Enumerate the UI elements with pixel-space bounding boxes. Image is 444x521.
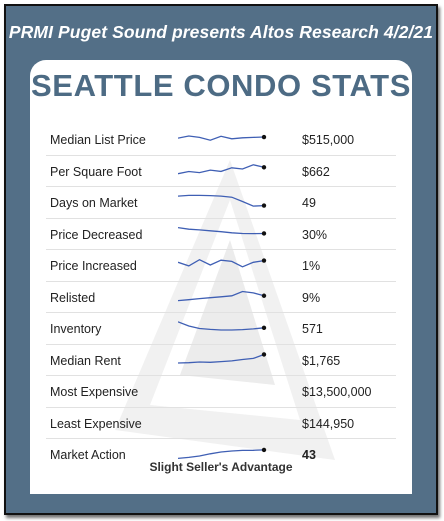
stats-list: Median List Price $515,000 Per Square Foot… xyxy=(46,124,396,470)
stat-label: Price Decreased xyxy=(50,227,143,242)
sparkline-end-dot xyxy=(261,447,267,453)
sparkline-path xyxy=(178,353,265,364)
sparkline-end-dot xyxy=(261,351,267,357)
stat-row: Days on Market 49 xyxy=(46,187,396,219)
trend-sparkline xyxy=(178,351,267,364)
sparkline-end-dot xyxy=(261,230,267,236)
stat-value: $515,000 xyxy=(302,133,355,147)
stat-row: Market Action 43 xyxy=(46,439,396,470)
trend-sparkline xyxy=(178,447,267,460)
stat-value: 49 xyxy=(302,196,316,210)
header-text: PRMI Puget Sound presents Altos Research… xyxy=(8,22,434,42)
trend-sparkline xyxy=(178,258,267,268)
stat-value: $13,500,000 xyxy=(302,385,372,399)
stat-value: $1,765 xyxy=(302,353,341,368)
stat-label: Least Expensive xyxy=(50,416,142,431)
sparkline-path xyxy=(178,226,265,234)
stat-value: 571 xyxy=(302,322,323,336)
card-title: SEATTLE CONDO STATS xyxy=(31,68,411,103)
infographic-frame: PRMI Puget Sound presents Altos Research… xyxy=(4,4,438,515)
stat-label: Market Action xyxy=(50,448,126,462)
stat-value: 1% xyxy=(302,259,321,273)
trend-sparkline xyxy=(178,226,267,236)
sparkline-path xyxy=(178,290,265,301)
stat-value: 9% xyxy=(302,290,321,305)
sparkline-end-dot xyxy=(261,164,267,169)
stat-row: Relisted 9% xyxy=(46,282,396,313)
stat-label: Relisted xyxy=(50,290,96,305)
trend-sparkline xyxy=(178,194,267,208)
stat-label: Days on Market xyxy=(50,196,138,210)
stat-label: Most Expensive xyxy=(50,385,139,399)
stat-label: Median Rent xyxy=(50,353,121,368)
stat-row: Median Rent $1,765 xyxy=(46,345,396,376)
sparkline-path xyxy=(178,163,265,174)
stat-value: $144,950 xyxy=(302,416,355,431)
stat-label: Median List Price xyxy=(50,133,146,147)
sparkline-end-dot xyxy=(261,325,267,331)
stat-row: Median List Price $515,000 xyxy=(46,124,396,156)
market-action-description: Slight Seller's Advantage xyxy=(149,460,293,474)
stat-row: Per Square Foot $662 xyxy=(46,156,396,187)
stat-value: $662 xyxy=(302,164,330,179)
stat-row: Price Increased 1% xyxy=(46,250,396,282)
stat-row: Price Decreased 30% xyxy=(46,219,396,250)
sparkline-path xyxy=(178,321,265,331)
sparkline-path xyxy=(178,194,265,207)
sparkline-end-dot xyxy=(261,134,267,140)
trend-sparkline xyxy=(178,163,267,174)
stat-label: Inventory xyxy=(50,322,102,336)
stat-row: Inventory 571 xyxy=(46,313,396,345)
stat-label: Price Increased xyxy=(50,259,137,273)
stat-value: 30% xyxy=(302,227,328,242)
trend-sparkline xyxy=(178,290,267,301)
sparkline-end-dot xyxy=(261,293,267,298)
trend-sparkline xyxy=(178,134,267,141)
stats-card: SEATTLE CONDO STATS Median List Price $51… xyxy=(30,60,412,494)
sparkline-path xyxy=(178,135,265,141)
sparkline-path xyxy=(178,258,265,268)
trend-sparkline xyxy=(178,321,267,331)
sparkline-end-dot xyxy=(261,203,267,208)
sparkline-path xyxy=(178,449,265,460)
stat-row: Least Expensive $144,950 xyxy=(46,408,396,439)
stat-label: Per Square Foot xyxy=(50,164,142,179)
stat-value: 43 xyxy=(302,448,316,462)
stat-row: Most Expensive $13,500,000 xyxy=(46,376,396,408)
sparkline-end-dot xyxy=(261,258,267,263)
